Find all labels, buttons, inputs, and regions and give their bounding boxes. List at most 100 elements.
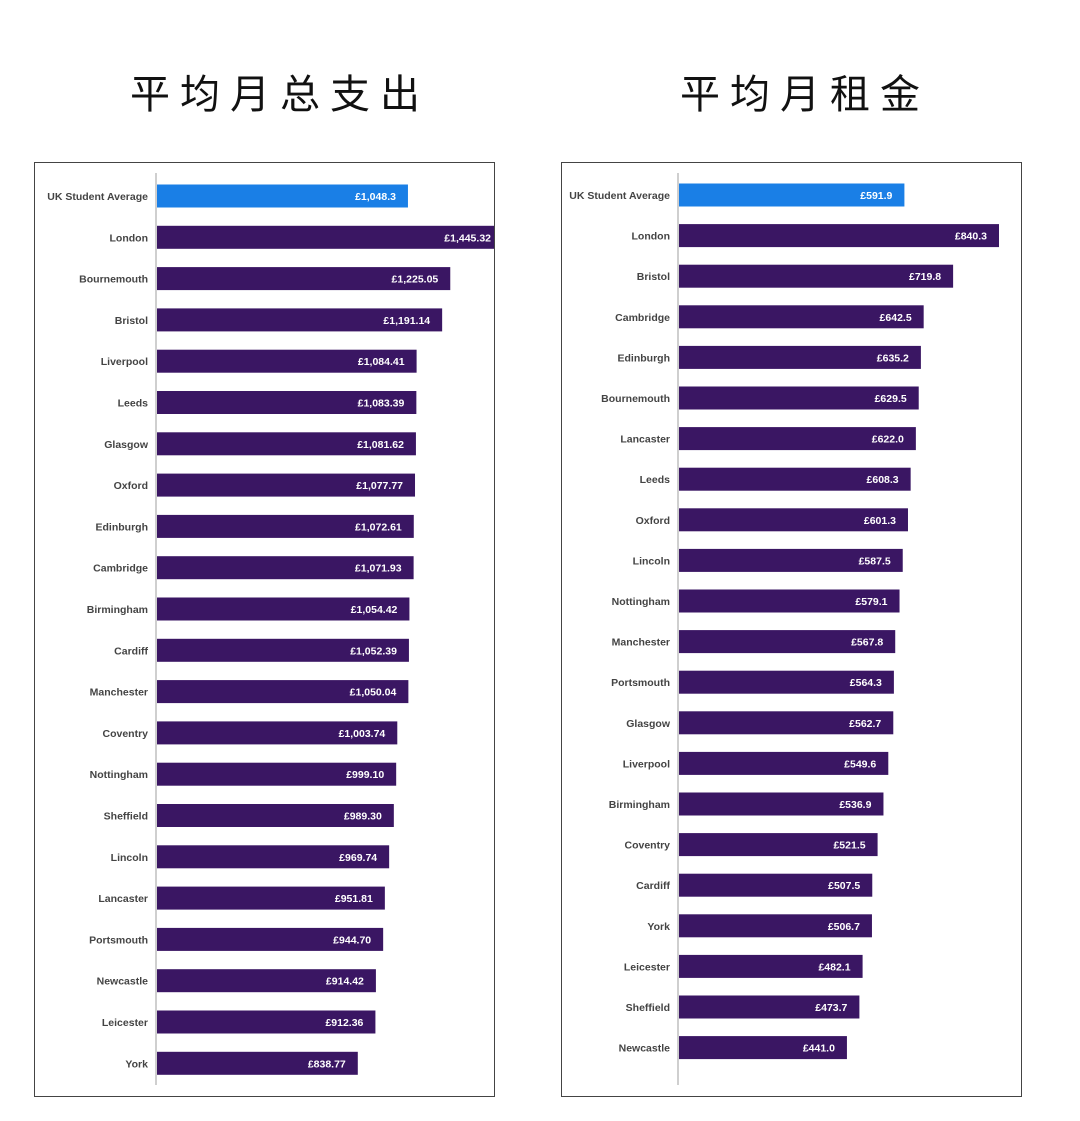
total-spending-value-label: £1,083.39 xyxy=(358,398,405,410)
total-spending-category-label: Cambridge xyxy=(93,563,148,575)
rent-category-label: Lincoln xyxy=(633,555,670,567)
total-spending-bar xyxy=(157,267,451,291)
rent-category-label: Birmingham xyxy=(609,799,670,811)
total-spending-bar xyxy=(157,349,417,373)
total-spending-bar xyxy=(157,514,414,538)
total-spending-category-label: Nottingham xyxy=(90,769,148,781)
total-spending-value-label: £1,048.3 xyxy=(355,191,396,203)
rent-category-label: London xyxy=(632,231,670,243)
rent-category-label: Portsmouth xyxy=(611,677,670,689)
rent-value-label: £473.7 xyxy=(815,1002,847,1014)
total-spending-bar xyxy=(157,886,385,910)
total-spending-category-label: Coventry xyxy=(102,728,148,740)
total-spending-category-label: Sheffield xyxy=(104,811,148,823)
total-spending-chart: UK Student Average £1,048.3 London £1,445.3… xyxy=(34,162,495,1097)
rent-category-label: Edinburgh xyxy=(618,352,671,364)
rent-bar xyxy=(679,386,919,410)
total-spending-value-label: £969.74 xyxy=(339,852,377,864)
rent-category-label: York xyxy=(647,921,670,933)
rent-value-label: £840.3 xyxy=(955,231,987,243)
total-spending-bar xyxy=(157,184,408,208)
rent-category-label: Newcastle xyxy=(619,1043,671,1055)
chart-title-total-spending: 平均月总支出 xyxy=(130,72,430,118)
rent-category-label: Lancaster xyxy=(620,434,670,446)
total-spending-category-label: Lincoln xyxy=(111,852,148,864)
total-spending-value-label: £1,081.62 xyxy=(357,439,404,451)
total-spending-bar xyxy=(157,969,376,993)
rent-bar xyxy=(679,954,863,978)
rent-value-label: £507.5 xyxy=(828,880,860,892)
rent-bar xyxy=(679,305,924,329)
rent-value-label: £601.3 xyxy=(864,515,896,527)
total-spending-category-label: UK Student Average xyxy=(47,191,148,203)
rent-value-label: £587.5 xyxy=(859,555,891,567)
rent-value-label: £567.8 xyxy=(851,637,883,649)
total-spending-value-label: £1,054.42 xyxy=(351,604,398,616)
rent-value-label: £562.7 xyxy=(849,718,881,730)
rent-bar xyxy=(679,792,884,816)
rent-category-label: Oxford xyxy=(636,515,670,527)
total-spending-bar xyxy=(157,927,384,951)
rent-value-label: £591.9 xyxy=(860,190,892,202)
total-spending-value-label: £1,225.05 xyxy=(392,274,439,286)
total-spending-category-label: Portsmouth xyxy=(89,934,148,946)
rent-value-label: £629.5 xyxy=(875,393,907,405)
total-spending-category-label: York xyxy=(125,1058,148,1070)
rent-bar xyxy=(679,833,878,857)
total-spending-category-label: Glasgow xyxy=(104,439,149,451)
rent-bar xyxy=(679,670,894,694)
total-spending-category-label: Lancaster xyxy=(98,893,148,905)
rent-bar xyxy=(679,345,921,369)
total-spending-bar xyxy=(157,1010,376,1034)
rent-chart-svg: UK Student Average £591.9 London £840.3 Bris… xyxy=(569,173,999,1085)
total-spending-value-label: £1,071.93 xyxy=(355,563,402,575)
total-spending-value-label: £1,077.77 xyxy=(356,480,403,492)
rent-chart: UK Student Average £591.9 London £840.3 Bris… xyxy=(561,162,1022,1097)
total-spending-value-label: £912.36 xyxy=(325,1017,363,1029)
total-spending-category-label: Leeds xyxy=(118,398,149,410)
rent-category-label: Cardiff xyxy=(636,880,670,892)
rent-bar xyxy=(679,873,873,897)
total-spending-value-label: £838.77 xyxy=(308,1058,346,1070)
rent-bar xyxy=(679,1036,847,1060)
total-spending-value-label: £1,003.74 xyxy=(339,728,386,740)
rent-bar xyxy=(679,589,900,613)
total-spending-category-label: Cardiff xyxy=(114,645,148,657)
total-spending-bar xyxy=(157,845,390,869)
rent-value-label: £536.9 xyxy=(839,799,871,811)
total-spending-value-label: £1,050.04 xyxy=(350,687,397,699)
total-spending-bar xyxy=(157,225,494,249)
total-spending-category-label: Bristol xyxy=(115,315,148,327)
total-spending-bar xyxy=(157,804,394,827)
rent-bar xyxy=(679,467,911,491)
total-spending-bar xyxy=(157,432,416,456)
rent-category-label: Leicester xyxy=(624,961,670,973)
rent-category-label: Liverpool xyxy=(623,758,670,770)
total-spending-category-label: Edinburgh xyxy=(96,521,149,533)
rent-bar xyxy=(679,427,916,451)
total-spending-category-label: Liverpool xyxy=(101,356,148,368)
total-spending-category-label: Birmingham xyxy=(87,604,148,616)
total-spending-category-label: Leicester xyxy=(102,1017,148,1029)
total-spending-bar xyxy=(157,473,416,497)
total-spending-bar xyxy=(157,556,414,580)
rent-category-label: Nottingham xyxy=(612,596,670,608)
rent-bar xyxy=(679,183,905,207)
rent-value-label: £564.3 xyxy=(850,677,882,689)
total-spending-value-label: £951.81 xyxy=(335,893,373,905)
rent-bar xyxy=(679,751,889,775)
rent-category-label: UK Student Average xyxy=(569,190,670,202)
total-spending-bar xyxy=(157,308,443,332)
rent-bar xyxy=(679,548,903,572)
chart-title-rent: 平均月租金 xyxy=(680,72,930,118)
total-spending-value-label: £1,445.32 xyxy=(444,232,491,244)
rent-value-label: £642.5 xyxy=(880,312,912,324)
total-spending-value-label: £944.70 xyxy=(333,934,371,946)
total-spending-category-label: Manchester xyxy=(90,687,148,699)
rent-value-label: £441.0 xyxy=(803,1043,835,1055)
rent-category-label: Bristol xyxy=(637,271,670,283)
total-spending-bar xyxy=(157,638,409,662)
total-spending-bar xyxy=(157,762,397,786)
rent-bar xyxy=(679,630,896,654)
rent-category-label: Manchester xyxy=(612,637,670,649)
